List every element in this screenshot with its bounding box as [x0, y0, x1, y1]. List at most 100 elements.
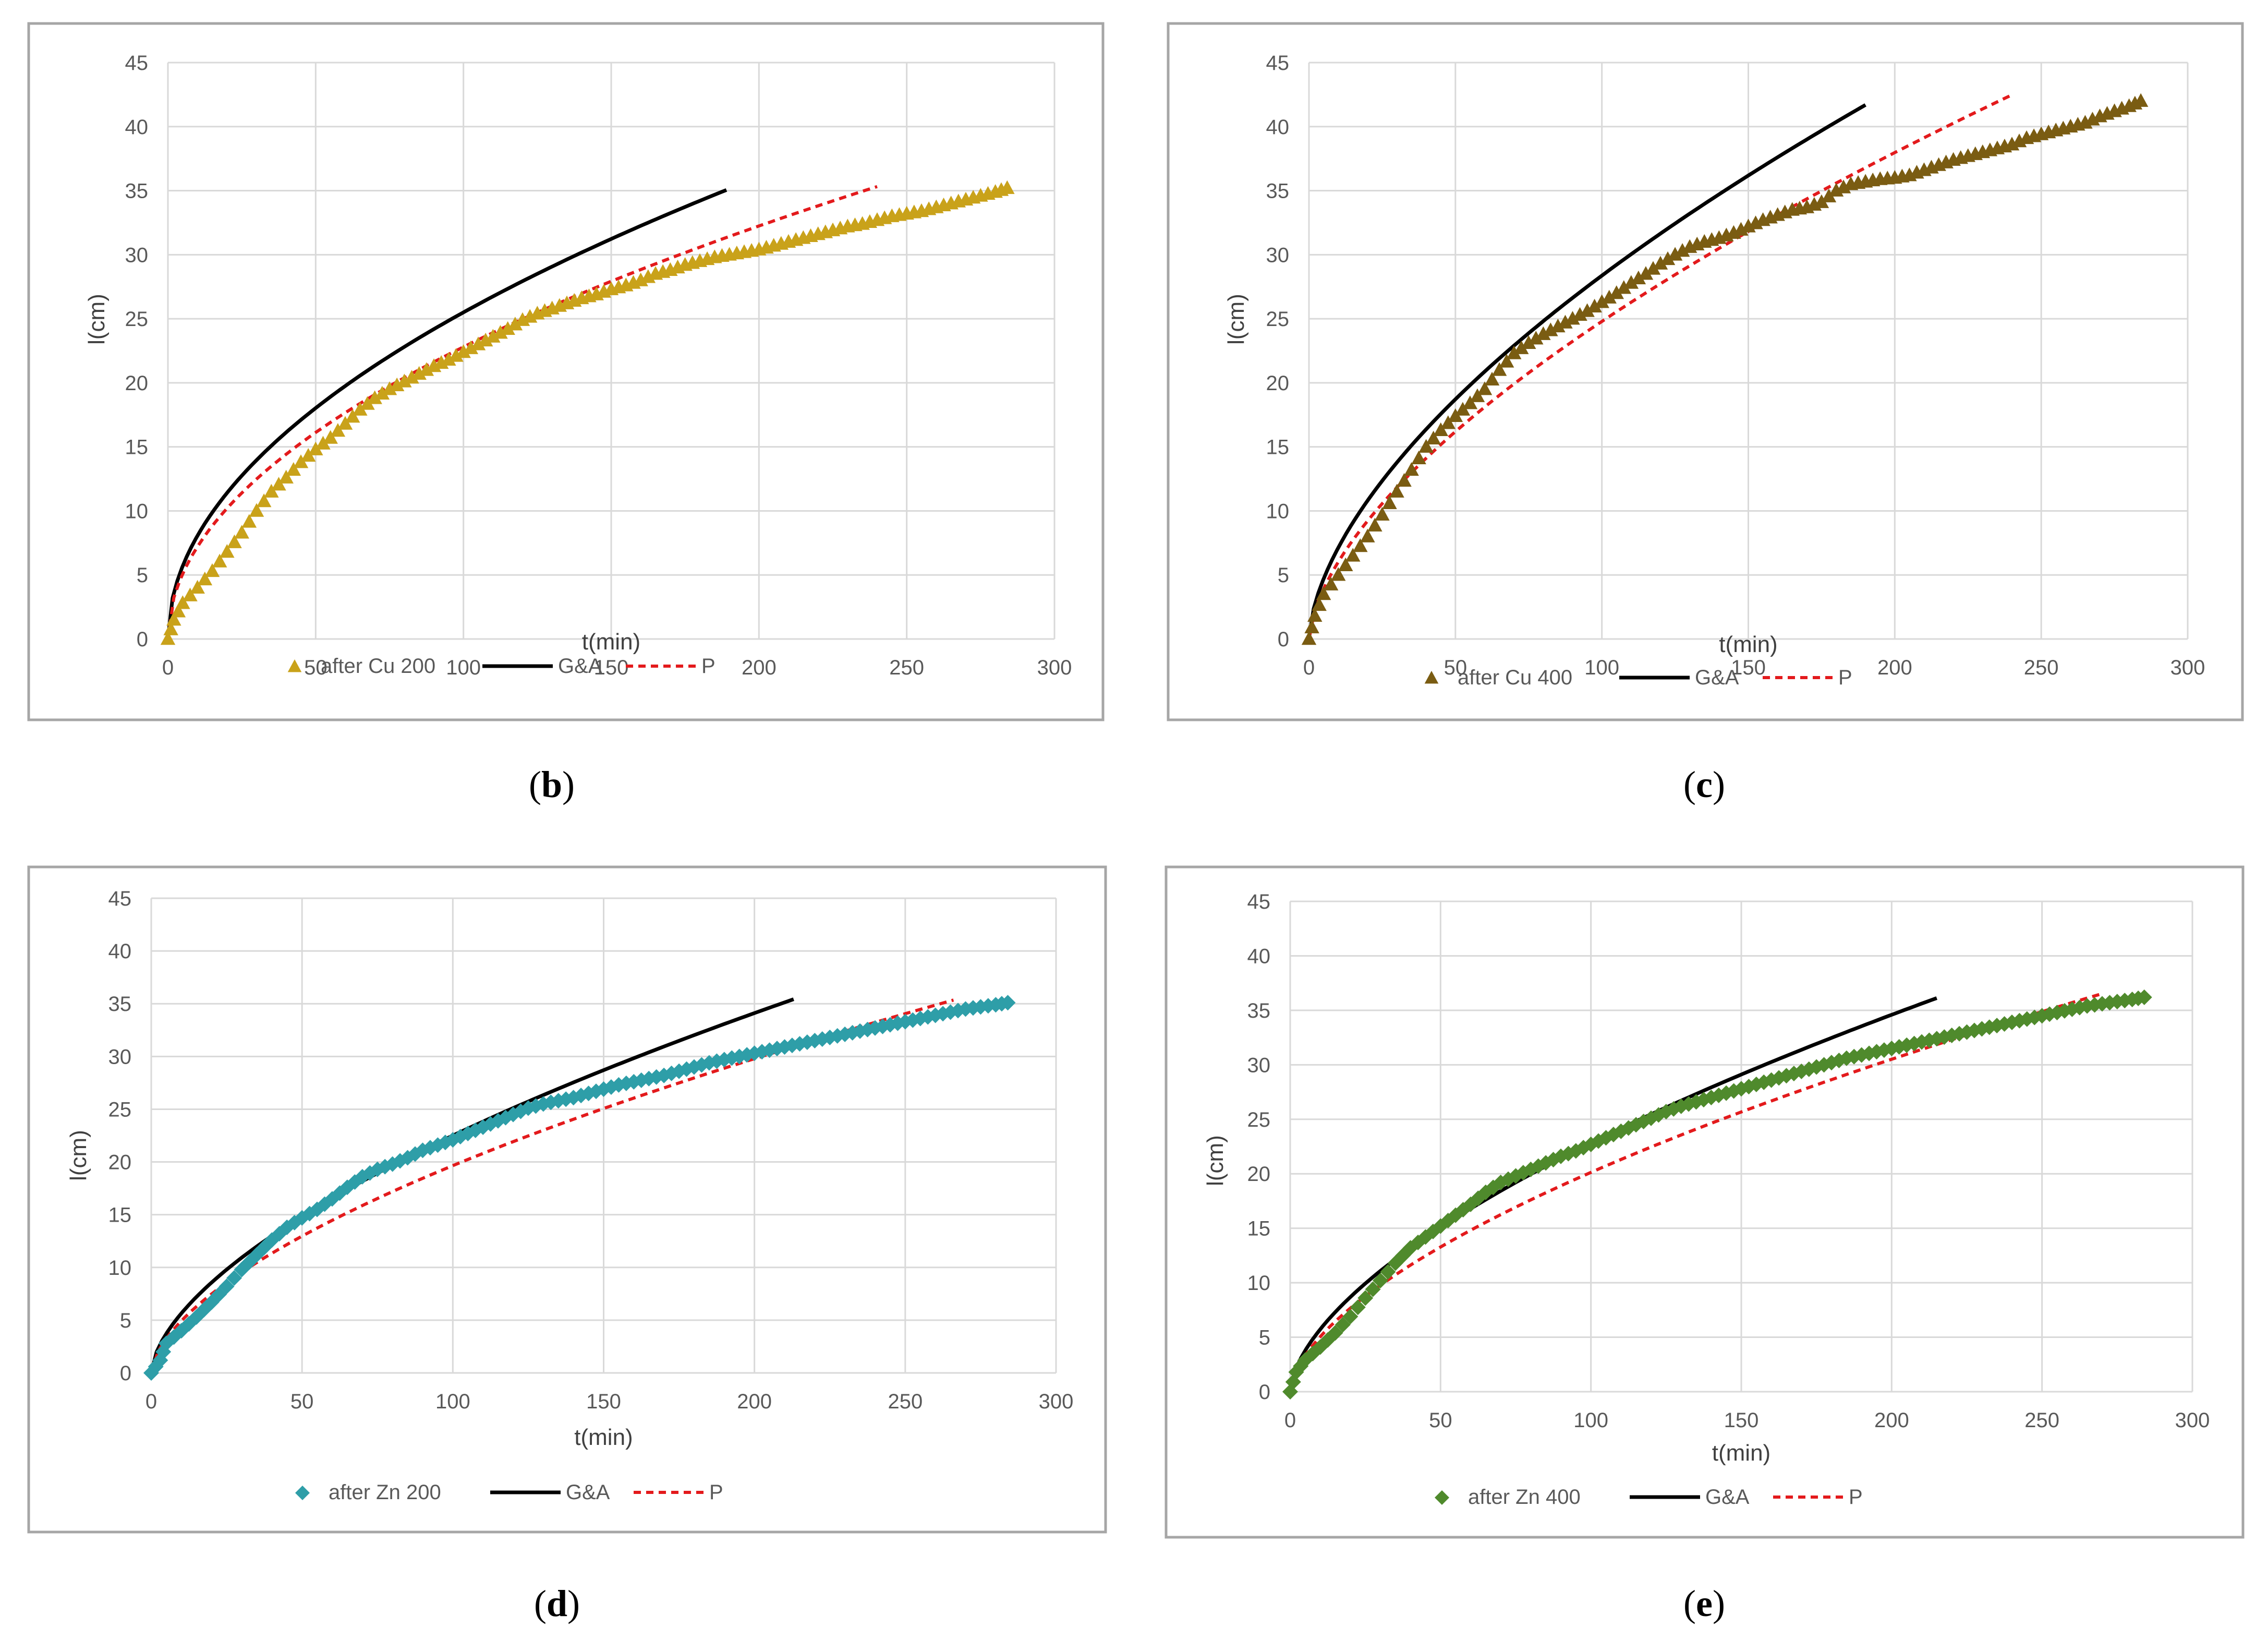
data-point — [1602, 290, 1617, 304]
data-point — [353, 402, 368, 416]
data-point — [1513, 340, 1529, 354]
legend-label: after Zn 200 — [329, 1481, 441, 1504]
data-point — [190, 580, 205, 594]
x-tick-label: 200 — [737, 1390, 772, 1413]
data-point — [171, 604, 186, 618]
caption-open: ( — [534, 1583, 547, 1624]
caption-close: ) — [562, 764, 575, 805]
y-tick-label: 25 — [1247, 1108, 1271, 1131]
x-tick-label: 100 — [446, 656, 481, 679]
caption-open: ( — [1683, 764, 1696, 805]
chart-panel-d: 0 5 10 15 20 25 30 35 40 45 0 50 100 150 200 250 300 t(mi… — [27, 865, 1107, 1624]
y-tick-label: 30 — [125, 244, 149, 267]
data-point — [345, 408, 360, 423]
data-point — [256, 493, 272, 508]
data-point — [308, 441, 323, 455]
data-point — [1558, 315, 1573, 329]
x-tick-label: 50 — [304, 656, 328, 679]
x-tick-label: 250 — [888, 1390, 923, 1413]
caption-letter: e — [1696, 1583, 1713, 1624]
data-point — [1382, 495, 1397, 509]
caption-open: ( — [1683, 1583, 1696, 1624]
data-point — [1000, 995, 1016, 1011]
y-tick-label: 40 — [1247, 945, 1271, 968]
data-point — [1491, 362, 1507, 376]
data-point — [493, 325, 508, 339]
x-tick-label: 0 — [162, 656, 174, 679]
data-point — [278, 469, 294, 484]
y-tick-label: 10 — [1247, 1272, 1271, 1295]
data-point — [1365, 1281, 1381, 1297]
legend-marker — [295, 1486, 310, 1500]
data-point — [1499, 354, 1514, 368]
legend-label: P — [709, 1481, 723, 1504]
data-series-markers — [1282, 989, 2152, 1400]
x-tick-label: 150 — [586, 1390, 621, 1413]
data-point — [1645, 261, 1661, 275]
y-tick-label: 10 — [1266, 500, 1290, 523]
data-point — [241, 514, 257, 528]
data-point — [374, 385, 390, 400]
y-tick-label: 30 — [1266, 244, 1290, 267]
data-point — [1470, 388, 1485, 402]
caption-close: ) — [1713, 1583, 1725, 1624]
x-tick-label: 300 — [2170, 656, 2205, 679]
data-point — [1323, 576, 1339, 590]
panel-caption: (b) — [529, 764, 575, 805]
legend-marker — [1424, 671, 1439, 684]
data-point — [1380, 1264, 1396, 1280]
data-point — [1000, 180, 1015, 194]
data-point — [500, 321, 515, 335]
data-point — [197, 571, 213, 586]
y-tick-label: 20 — [108, 1151, 132, 1174]
y-tick-label: 40 — [125, 116, 149, 139]
y-tick-label: 15 — [125, 436, 149, 459]
legend-label: after Cu 400 — [1458, 666, 1572, 689]
y-tick-label: 35 — [125, 180, 149, 203]
x-tick-label: 0 — [145, 1390, 157, 1413]
panel-caption: (d) — [534, 1583, 580, 1624]
y-tick-label: 45 — [125, 52, 149, 75]
legend-marker — [287, 659, 302, 672]
y-tick-label: 0 — [137, 628, 148, 651]
data-point — [1667, 247, 1683, 261]
data-point — [419, 362, 434, 376]
data-point — [1572, 307, 1587, 321]
chart-panel-c: 0 5 10 15 20 25 30 35 40 45 0 50 100 150 200 250 300 t(mi… — [1167, 22, 2244, 805]
data-point — [507, 317, 523, 331]
data-point — [1821, 188, 1837, 202]
x-tick-label: 0 — [1303, 656, 1315, 679]
caption-close: ) — [567, 1583, 580, 1624]
y-tick-label: 40 — [1266, 116, 1290, 139]
data-point — [219, 1279, 235, 1295]
data-point — [1373, 1272, 1388, 1288]
y-axis-title: l(cm) — [1203, 1135, 1228, 1186]
x-tick-label: 50 — [290, 1390, 314, 1413]
data-point — [2136, 989, 2152, 1005]
data-point — [1426, 430, 1441, 444]
ga-model-line — [1307, 103, 1866, 640]
legend-label: P — [1838, 666, 1852, 689]
data-point — [1345, 548, 1361, 562]
data-point — [175, 595, 190, 609]
y-tick-label: 20 — [1266, 372, 1290, 395]
y-tick-label: 0 — [1259, 1381, 1270, 1404]
data-point — [470, 336, 486, 351]
panel-caption: (e) — [1683, 1583, 1725, 1624]
y-tick-label: 45 — [1266, 52, 1290, 75]
data-point — [1594, 294, 1609, 308]
data-point — [1543, 322, 1558, 336]
data-point — [163, 621, 178, 635]
x-axis-title: t(min) — [1712, 1440, 1770, 1466]
caption-open: ( — [529, 764, 541, 805]
chart-panel-b: 0 5 10 15 20 25 30 35 40 45 0 50 100 150 200 250 300 t(mi… — [27, 22, 1105, 805]
data-point — [1360, 528, 1375, 542]
data-point — [212, 553, 227, 568]
panel-caption: (c) — [1683, 764, 1725, 805]
data-point — [1455, 402, 1471, 416]
data-point — [1367, 517, 1382, 532]
data-point — [1342, 1308, 1359, 1324]
data-point — [1587, 298, 1602, 313]
legend-label: G&A — [1705, 1486, 1750, 1509]
y-axis-title: l(cm) — [1223, 294, 1249, 345]
